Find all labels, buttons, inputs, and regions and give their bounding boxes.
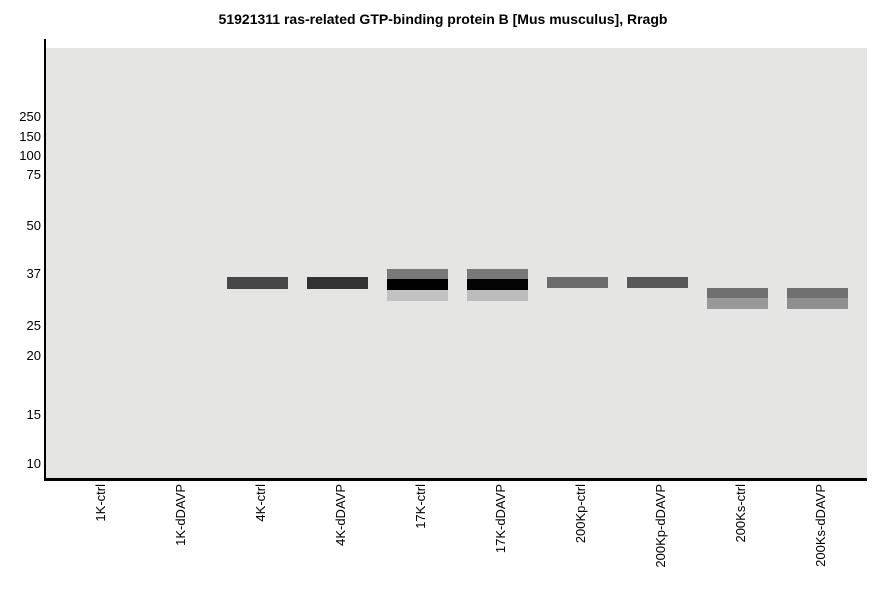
mw-marker-label: 37 [26, 266, 41, 281]
y-axis-line [44, 39, 46, 481]
mw-marker-label: 15 [26, 407, 41, 422]
blot-band [387, 279, 448, 290]
blot-band [387, 269, 448, 279]
blot-band [787, 288, 848, 298]
mw-marker-label: 75 [26, 167, 41, 182]
blot-band [387, 290, 448, 301]
blot-band [707, 298, 768, 309]
blot-band [627, 277, 688, 288]
lane-label: 200Kp-dDAVP [653, 484, 668, 568]
lane-label: 17K-dDAVP [493, 484, 508, 554]
blot-band [467, 269, 528, 279]
mw-marker-label: 50 [26, 218, 41, 233]
blot-band [707, 288, 768, 298]
lane-label: 200Ks-ctrl [733, 484, 748, 543]
chart-title: 51921311 ras-related GTP-binding protein… [218, 11, 668, 27]
lane-label: 4K-dDAVP [333, 484, 348, 546]
lane-label: 17K-ctrl [413, 484, 428, 529]
blot-band [467, 279, 528, 290]
lane-label: 1K-ctrl [93, 484, 108, 522]
plot-area [46, 48, 867, 478]
blot-band [787, 298, 848, 309]
mw-marker-label: 100 [19, 148, 41, 163]
lane-label: 200Ks-dDAVP [813, 484, 828, 567]
mw-marker-label: 10 [26, 456, 41, 471]
blot-band [547, 277, 608, 288]
lane-label: 1K-dDAVP [173, 484, 188, 546]
blot-band [307, 277, 368, 289]
mw-marker-label: 25 [26, 318, 41, 333]
lane-label: 4K-ctrl [253, 484, 268, 522]
lane-label: 200Kp-ctrl [573, 484, 588, 544]
blot-band [227, 277, 288, 289]
mw-marker-label: 20 [26, 348, 41, 363]
blot-band [467, 290, 528, 301]
mw-marker-label: 150 [19, 129, 41, 144]
mw-marker-label: 250 [19, 109, 41, 124]
x-axis-line [44, 478, 867, 481]
